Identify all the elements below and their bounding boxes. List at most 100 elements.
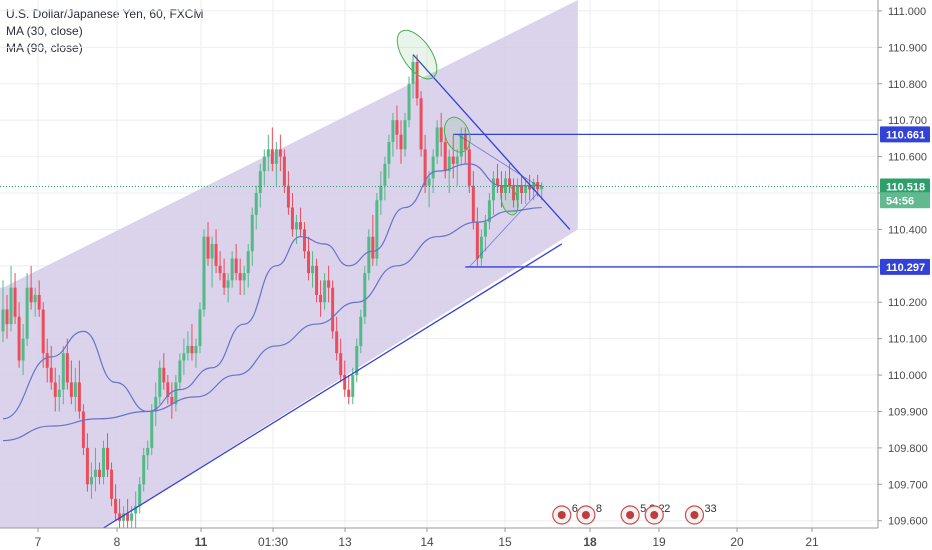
candle-down bbox=[298, 222, 302, 230]
candle-up bbox=[479, 236, 483, 259]
time-axis-bg bbox=[0, 528, 878, 550]
candle-down bbox=[423, 149, 427, 186]
candle-down bbox=[5, 309, 9, 325]
candle-down bbox=[443, 142, 447, 172]
candle-down bbox=[238, 273, 242, 281]
highlight-ellipse bbox=[443, 116, 471, 153]
candle-down bbox=[451, 156, 455, 164]
candle-up bbox=[447, 156, 451, 172]
candle-up bbox=[431, 156, 435, 179]
candle-down bbox=[118, 513, 122, 521]
candle-down bbox=[41, 309, 45, 354]
candle-up bbox=[210, 243, 214, 259]
price-label-bg bbox=[880, 192, 930, 209]
channel-fill bbox=[0, 0, 578, 528]
price-tick-label: 110.900 bbox=[888, 42, 927, 54]
candle-up bbox=[455, 156, 459, 164]
candle-down bbox=[512, 185, 516, 201]
candle-down bbox=[126, 513, 130, 521]
price-tick-label: 109.700 bbox=[888, 479, 928, 491]
candle-down bbox=[17, 316, 21, 361]
candle-down bbox=[319, 294, 323, 303]
candle-up bbox=[311, 265, 315, 274]
candle-down bbox=[303, 229, 306, 252]
candle-down bbox=[49, 367, 53, 383]
candle-up bbox=[540, 185, 544, 190]
event-dot-icon bbox=[650, 511, 659, 519]
candle-up bbox=[363, 273, 367, 317]
candle-down bbox=[97, 469, 101, 478]
candle-up bbox=[407, 83, 411, 121]
candle-down bbox=[471, 185, 475, 223]
candle-up bbox=[516, 185, 520, 201]
candle-down bbox=[69, 382, 73, 397]
candle-up bbox=[258, 171, 262, 193]
candle-down bbox=[81, 411, 85, 448]
candle-up bbox=[483, 222, 487, 237]
price-label: 54:56 bbox=[886, 195, 914, 207]
ascending-channel[interactable] bbox=[0, 0, 578, 528]
price-tick-label: 109.600 bbox=[888, 516, 928, 528]
legend-ma90[interactable]: MA (90, close) bbox=[6, 41, 83, 55]
time-tick-label: 11 bbox=[195, 535, 208, 549]
candle-up bbox=[21, 338, 25, 361]
candle-up bbox=[274, 149, 278, 164]
highlight-ellipse bbox=[396, 29, 438, 80]
highlight-ellipses[interactable] bbox=[390, 24, 522, 217]
trendline-triangle_bottom bbox=[469, 192, 538, 268]
time-tick-label: 7 bbox=[35, 535, 42, 549]
candle-up bbox=[427, 178, 431, 186]
candle-down bbox=[53, 382, 57, 397]
candle-down bbox=[85, 447, 89, 485]
candle-down bbox=[65, 353, 69, 383]
price-label: 110.297 bbox=[886, 262, 925, 274]
event-count: 8 bbox=[596, 503, 602, 515]
candle-up bbox=[174, 382, 178, 405]
price-label: 110.518 bbox=[886, 181, 925, 193]
event-dot-icon bbox=[626, 511, 635, 519]
candle-down bbox=[234, 258, 238, 274]
time-tick-label: 01:30 bbox=[258, 535, 288, 549]
candle-down bbox=[315, 265, 319, 295]
candle-down bbox=[335, 331, 339, 354]
candle-up bbox=[383, 163, 387, 186]
price-tick-label: 110.700 bbox=[888, 115, 927, 127]
price-axis-bg bbox=[878, 0, 932, 550]
candle-up bbox=[89, 477, 93, 485]
candle-down bbox=[13, 287, 17, 317]
candle-up bbox=[194, 345, 198, 354]
time-tick-label: 13 bbox=[338, 535, 352, 549]
candle-up bbox=[387, 142, 391, 164]
candle-down bbox=[170, 396, 174, 405]
candle-down bbox=[222, 273, 226, 288]
legend-ma30[interactable]: MA (30, close) bbox=[6, 24, 83, 38]
candle-up bbox=[355, 345, 359, 376]
candle-down bbox=[331, 287, 335, 332]
candle-down bbox=[162, 367, 166, 383]
time-axis[interactable]: 7 8 11 01:30 13 14 15 18 19 20 21 bbox=[0, 527, 878, 550]
candle-down bbox=[206, 236, 210, 259]
candle-up bbox=[403, 120, 407, 150]
time-tick-label: 20 bbox=[730, 535, 744, 549]
candle-down bbox=[463, 134, 467, 150]
time-tick-label: 15 bbox=[498, 535, 512, 549]
economic-events[interactable]: 685 2 2233 bbox=[552, 503, 717, 525]
price-label: 110.661 bbox=[886, 129, 925, 141]
event-count: 6 bbox=[572, 503, 578, 515]
candle-up bbox=[25, 287, 29, 339]
candle-down bbox=[339, 353, 343, 376]
candle-up bbox=[93, 469, 97, 478]
trendline-resistance bbox=[412, 54, 571, 230]
price-tick-label: 110.600 bbox=[888, 152, 927, 164]
candle-down bbox=[371, 236, 375, 259]
price-tick-label: 110.200 bbox=[888, 297, 927, 309]
price-axis[interactable]: 111.000 110.900 110.800 110.700 110.600 110.5… bbox=[877, 0, 932, 550]
candle-up bbox=[262, 156, 266, 172]
candle-up bbox=[487, 200, 491, 223]
candle-up bbox=[142, 455, 146, 485]
trendlines[interactable] bbox=[0, 54, 878, 529]
price-tick-label: 110.000 bbox=[888, 370, 927, 382]
candle-down bbox=[106, 447, 110, 470]
time-tick-label: 18 bbox=[583, 535, 597, 549]
